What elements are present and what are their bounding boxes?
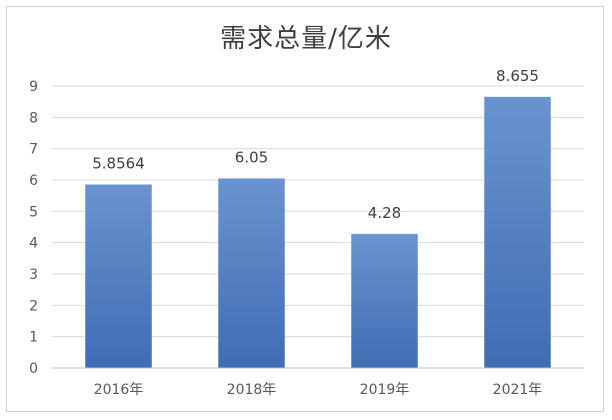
y-axis-tick-labels: 0 1 2 3 4 5 6 7 8 9 — [29, 79, 38, 377]
bar — [351, 233, 418, 368]
y-tick-label: 3 — [29, 267, 38, 283]
data-label: 8.655 — [496, 67, 539, 85]
data-label: 5.8564 — [92, 154, 145, 172]
bar — [85, 184, 152, 368]
x-tick-label: 2016年 — [94, 382, 144, 398]
x-tick-label: 2019年 — [360, 382, 410, 398]
data-labels: 5.8564 6.05 4.28 8.655 — [92, 67, 539, 222]
y-tick-label: 0 — [29, 361, 38, 377]
y-tick-label: 7 — [29, 142, 38, 158]
x-tick-label: 2018年 — [227, 382, 277, 398]
data-label: 6.05 — [235, 148, 268, 166]
bar — [484, 96, 551, 368]
y-tick-label: 9 — [29, 79, 38, 95]
chart-title: 需求总量/亿米 — [220, 24, 392, 54]
y-tick-label: 2 — [29, 298, 38, 314]
x-axis-tick-labels: 2016年 2018年 2019年 2021年 — [94, 382, 543, 398]
data-label: 4.28 — [368, 204, 401, 222]
y-tick-label: 1 — [29, 330, 38, 346]
y-tick-label: 6 — [29, 173, 38, 189]
y-tick-label: 5 — [29, 204, 38, 220]
x-tick-label: 2021年 — [493, 382, 543, 398]
bars — [85, 96, 551, 368]
y-tick-label: 8 — [29, 110, 38, 126]
y-tick-label: 4 — [29, 236, 38, 252]
bar — [218, 178, 285, 368]
